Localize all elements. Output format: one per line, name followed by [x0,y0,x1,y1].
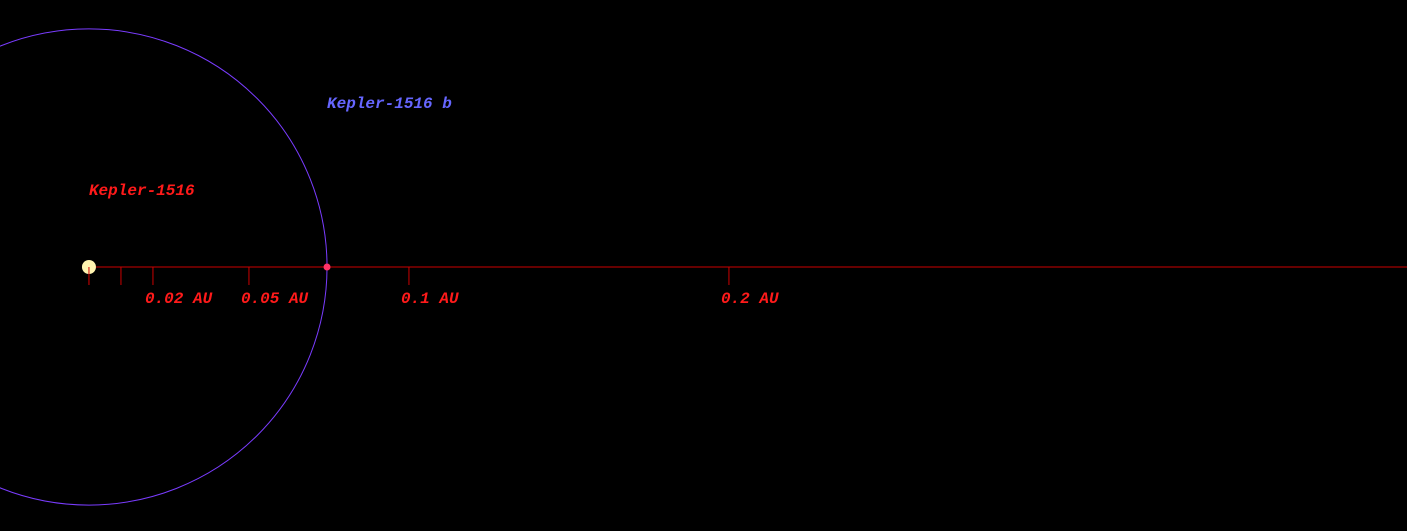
planet [323,263,331,271]
tick-label: 0.1 AU [401,290,459,308]
tick-label: 0.2 AU [721,290,779,308]
tick-label: 0.02 AU [145,290,213,308]
star-label: Kepler-1516 [89,182,195,200]
tick-label: 0.05 AU [241,290,309,308]
planet-label: Kepler-1516 b [327,95,452,113]
